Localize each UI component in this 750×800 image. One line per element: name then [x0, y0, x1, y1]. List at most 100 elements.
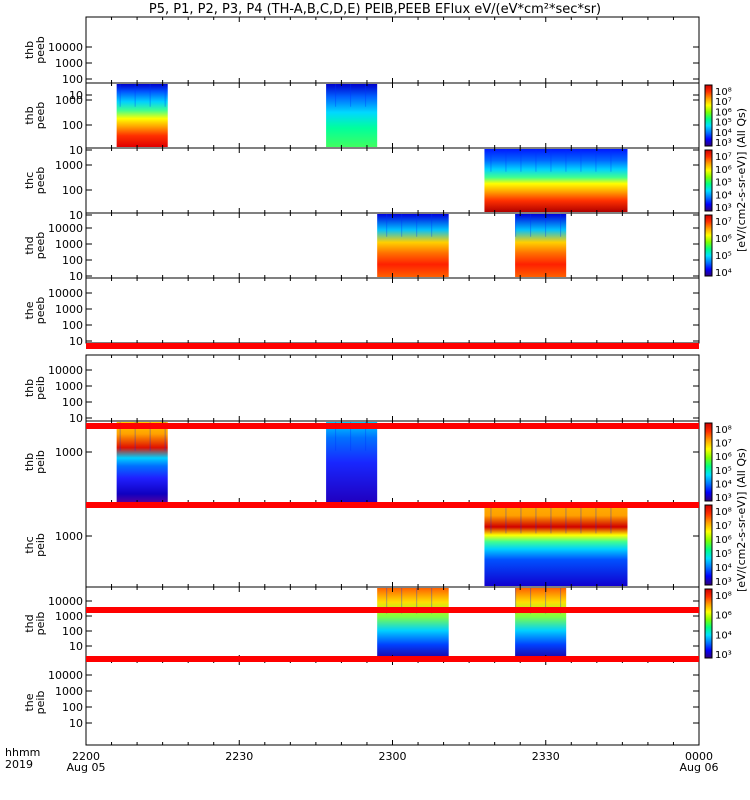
spectrogram-block	[484, 149, 628, 212]
spectrogram-streak	[595, 149, 597, 172]
x-tick-sublabel: Aug 05	[67, 761, 106, 774]
spectrogram-streak	[515, 588, 517, 614]
spectrogram-streak	[386, 588, 388, 614]
y-axis-label-instrument: peib	[34, 376, 47, 400]
y-axis-label-probe: the	[23, 693, 36, 711]
colorbar-tick-label: 10⁶	[715, 535, 732, 546]
y-tick-label: 100	[62, 73, 83, 86]
y-tick-label: 1000	[55, 238, 83, 251]
colorbar-tick-label: 10⁸	[715, 425, 732, 436]
spectrogram-block	[377, 214, 449, 277]
spectrogram-streak	[520, 149, 522, 172]
y-axis-label-instrument: peib	[34, 533, 47, 557]
x-tick-sublabel: Aug 06	[680, 761, 719, 774]
colorbar-tick-label: 10³	[715, 138, 732, 149]
spectrogram-streak	[149, 422, 151, 451]
spectrogram-streak	[416, 214, 418, 237]
spectrogram-streak	[610, 149, 612, 172]
spectrogram-streak	[580, 504, 582, 534]
colorbar-tick-label: 10⁷	[715, 217, 732, 228]
spectrogram-block	[484, 504, 628, 586]
fill-separator-bar	[86, 502, 699, 508]
spectrogram-streak	[416, 588, 418, 614]
y-tick-label: 10	[69, 209, 83, 222]
y-tick-label: 100	[62, 119, 83, 132]
y-tick-label: 10000	[48, 222, 83, 235]
spectrogram-streak	[550, 149, 552, 172]
spectrogram-streak	[505, 504, 507, 534]
electron-colorbar-title: [eV/(cm2-s-sr-eV)] (All Qs)	[735, 108, 748, 252]
colorbar	[704, 422, 713, 502]
spectrogram-block	[515, 214, 567, 277]
y-axis-label-instrument: peeb	[34, 297, 47, 325]
y-axis-label-probe: thb	[23, 379, 36, 397]
y-tick-label: 10000	[48, 41, 83, 54]
y-axis-label-probe: thd	[23, 236, 36, 254]
x-corner-label-bottom: 2019	[5, 758, 33, 771]
colorbar-tick-label: 10⁶	[715, 452, 732, 463]
y-axis-label-probe: thc	[23, 172, 36, 189]
y-tick-label: 10	[69, 412, 83, 425]
colorbar-tick-label: 10⁷	[715, 152, 732, 163]
x-corner-label-top: hhmm	[5, 746, 40, 759]
y-axis-label-instrument: peib	[34, 612, 47, 636]
spectrogram-streak	[545, 214, 547, 237]
colorbar-tick-label: 10⁶	[715, 234, 732, 245]
y-tick-label: 10	[69, 717, 83, 730]
y-tick-label: 100	[62, 254, 83, 267]
colorbar-tick-label: 10⁸	[715, 507, 732, 518]
colorbar-tick-label: 10⁷	[715, 439, 732, 450]
spectrogram-streak	[164, 422, 166, 451]
fill-separator-bar	[86, 343, 699, 349]
electron-colorbar-title-text: [eV/(cm2-s-sr-eV)] (All Qs)	[735, 108, 748, 252]
spectrogram-streak	[134, 422, 136, 451]
colorbar-tick-label: 10⁸	[715, 87, 732, 98]
colorbar-tick-label: 10³	[715, 203, 732, 214]
spectrogram-block	[116, 84, 168, 147]
colorbar-tick-label: 10⁴	[715, 190, 732, 201]
y-tick-label: 1000	[55, 530, 83, 543]
colorbar-tick-label: 10⁶	[715, 611, 732, 622]
y-axis-label-probe: thb	[23, 106, 36, 124]
colorbar-tick-label: 10³	[715, 577, 732, 588]
spectrogram-streak	[350, 84, 352, 107]
spectrogram-streak	[350, 422, 352, 451]
spectrogram-streak	[595, 504, 597, 534]
y-axis-label-probe: the	[23, 301, 36, 319]
colorbar-tick-label: 10⁶	[715, 107, 732, 118]
x-tick-label: 2230	[225, 750, 253, 763]
spectrogram-streak	[515, 214, 517, 237]
y-tick-label: 1000	[55, 94, 83, 107]
y-axis-label-instrument: peeb	[34, 167, 47, 195]
colorbar-tick-label: 10⁵	[715, 178, 732, 189]
y-axis-label-instrument: peeb	[34, 36, 47, 64]
y-tick-label: 1000	[55, 380, 83, 393]
colorbar	[704, 588, 713, 659]
spectrogram-block	[326, 422, 378, 502]
spectrogram-streak	[560, 588, 562, 614]
spectrogram-streak	[490, 149, 492, 172]
colorbar-tick-label: 10⁵	[715, 466, 732, 477]
colorbar-tick-label: 10⁷	[715, 97, 732, 108]
spectrogram-streak	[535, 504, 537, 534]
y-tick-label: 1000	[55, 685, 83, 698]
y-tick-label: 100	[62, 701, 83, 714]
spectrogram-block	[377, 588, 449, 659]
spectrogram-streak	[386, 214, 388, 237]
y-tick-label: 10	[69, 270, 83, 283]
spectrogram-streak	[560, 214, 562, 237]
y-axis-label-probe: thd	[23, 614, 36, 632]
y-axis-label-instrument: peeb	[34, 232, 47, 260]
figure-title: P5, P1, P2, P3, P4 (TH-A,B,C,D,E) PEIB,P…	[148, 2, 602, 17]
colorbar	[704, 214, 713, 277]
spectrogram-block	[326, 84, 378, 147]
panel-frame	[85, 354, 700, 422]
spectrogram-streak	[365, 422, 367, 451]
